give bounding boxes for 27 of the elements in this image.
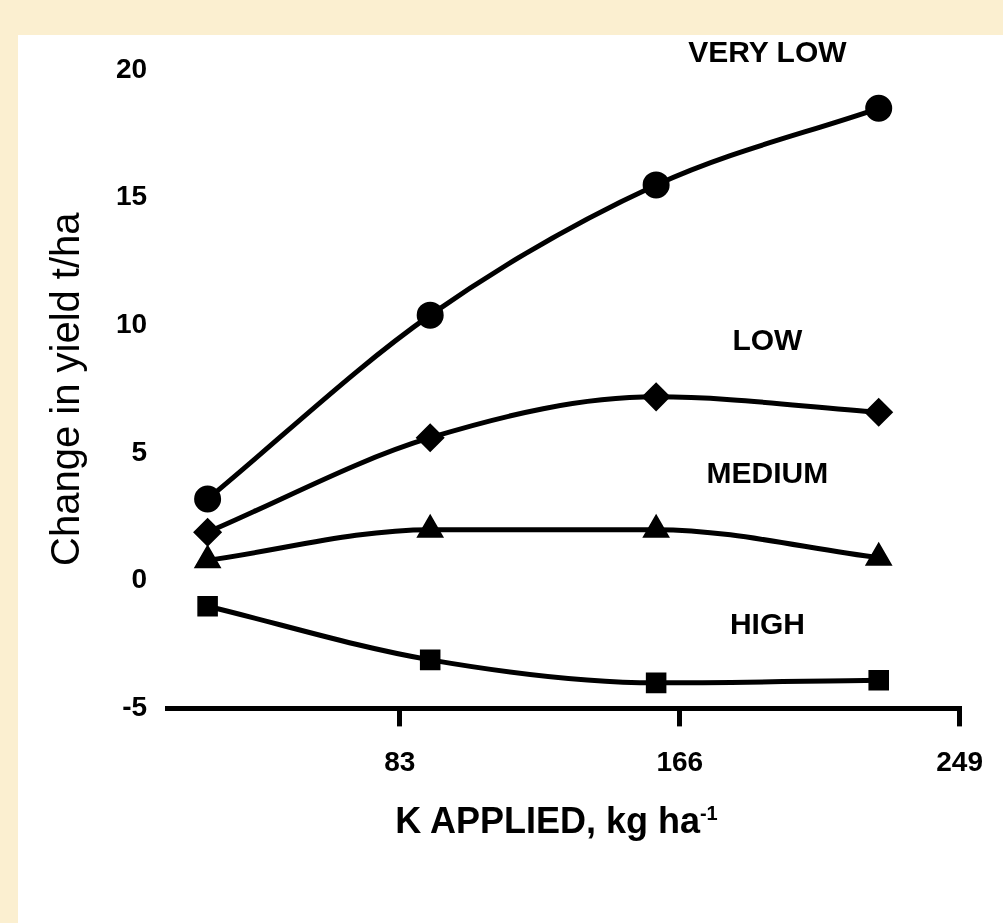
point (865, 398, 893, 426)
point (419, 649, 441, 671)
x-tick-label: 83 (384, 745, 416, 777)
point (416, 424, 444, 452)
series-label: VERY LOW (688, 34, 848, 68)
series-label: LOW (732, 323, 804, 357)
y-tick-label: 0 (131, 563, 148, 595)
point (642, 383, 670, 411)
y-tick-label: -5 (122, 691, 148, 723)
y-tick-label: 10 (115, 308, 148, 340)
x-axis-title: K APPLIED, kg ha$^{-1}$ (394, 800, 719, 842)
point (642, 171, 670, 199)
point (868, 670, 889, 691)
series-label: HIGH (729, 606, 805, 640)
y-tick-label: 20 (115, 52, 148, 84)
point (194, 518, 222, 546)
y-axis-title: Change in yield t/ha (43, 211, 88, 566)
point (416, 301, 444, 329)
series-label: MEDIUM (706, 455, 829, 489)
y-tick-label: 15 (115, 180, 148, 212)
point (197, 595, 218, 617)
y-tick-label: 5 (131, 435, 148, 467)
x-tick-label: 249 (936, 745, 983, 777)
point (645, 672, 667, 694)
x-tick-label: 166 (656, 745, 704, 777)
point (194, 485, 222, 513)
point (865, 94, 893, 122)
